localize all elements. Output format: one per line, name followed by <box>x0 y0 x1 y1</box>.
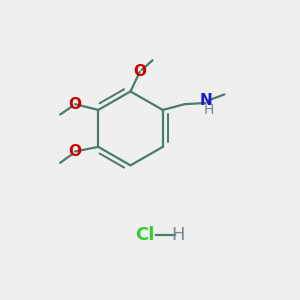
Text: O: O <box>68 144 82 159</box>
Text: N: N <box>200 93 212 108</box>
Text: O: O <box>133 64 146 79</box>
Text: H: H <box>171 226 185 244</box>
Text: Cl: Cl <box>135 226 154 244</box>
Text: O: O <box>68 97 82 112</box>
Text: H: H <box>204 103 214 117</box>
